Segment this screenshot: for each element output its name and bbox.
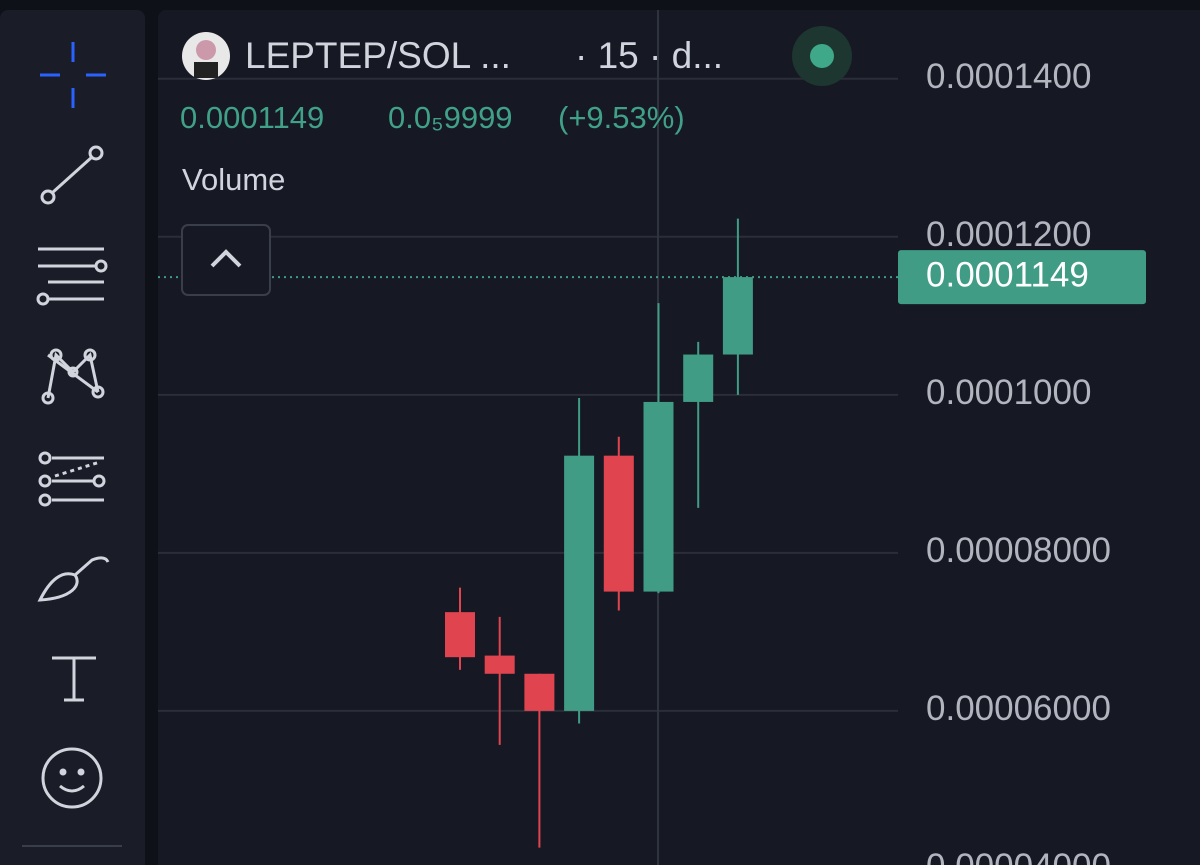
chart-panel bbox=[158, 10, 1200, 865]
header-change-percent: (+9.53%) bbox=[558, 100, 685, 135]
y-tick-label: 0.0001400 bbox=[926, 57, 1091, 96]
text-tool[interactable] bbox=[52, 656, 96, 702]
pattern-tool[interactable] bbox=[41, 348, 105, 405]
candle-body bbox=[683, 354, 714, 402]
indicator-name[interactable]: Volume bbox=[182, 162, 285, 197]
y-tick-label: 0.00004000 bbox=[926, 847, 1111, 865]
fib-tool[interactable] bbox=[36, 247, 108, 306]
candle-body bbox=[643, 401, 674, 592]
plot-area bbox=[158, 10, 898, 865]
candle-body bbox=[603, 455, 634, 592]
candle-body bbox=[445, 612, 475, 658]
candle-body bbox=[722, 277, 753, 355]
candle-body bbox=[564, 455, 595, 711]
crosshair-tool[interactable] bbox=[40, 42, 106, 108]
symbol-avatar bbox=[182, 32, 230, 80]
y-tick-label: 0.0001000 bbox=[926, 373, 1091, 412]
collapse-button[interactable] bbox=[181, 224, 271, 296]
symbol[interactable]: LEPTEP/SOL ... bbox=[245, 35, 511, 76]
y-tick-label: 0.00008000 bbox=[926, 531, 1111, 570]
header-price: 0.0001149 bbox=[180, 100, 324, 135]
candle-body bbox=[524, 673, 555, 711]
last-price-label: 0.0001149 bbox=[926, 255, 1089, 294]
candle-body bbox=[484, 655, 515, 674]
y-tick-label: 0.0001200 bbox=[926, 215, 1091, 254]
trend-line-tool[interactable] bbox=[40, 145, 104, 205]
prediction-tool[interactable] bbox=[38, 451, 106, 507]
header-change: 0.0₅9999 bbox=[388, 100, 513, 135]
brush-tool[interactable] bbox=[37, 556, 110, 602]
y-tick-label: 0.00006000 bbox=[926, 689, 1111, 728]
toolbar bbox=[0, 10, 145, 865]
interval[interactable]: · 15 · d... bbox=[575, 35, 723, 76]
status-dot bbox=[810, 44, 834, 68]
emoji-tool[interactable] bbox=[41, 747, 103, 809]
last-price-tag bbox=[898, 250, 1146, 305]
